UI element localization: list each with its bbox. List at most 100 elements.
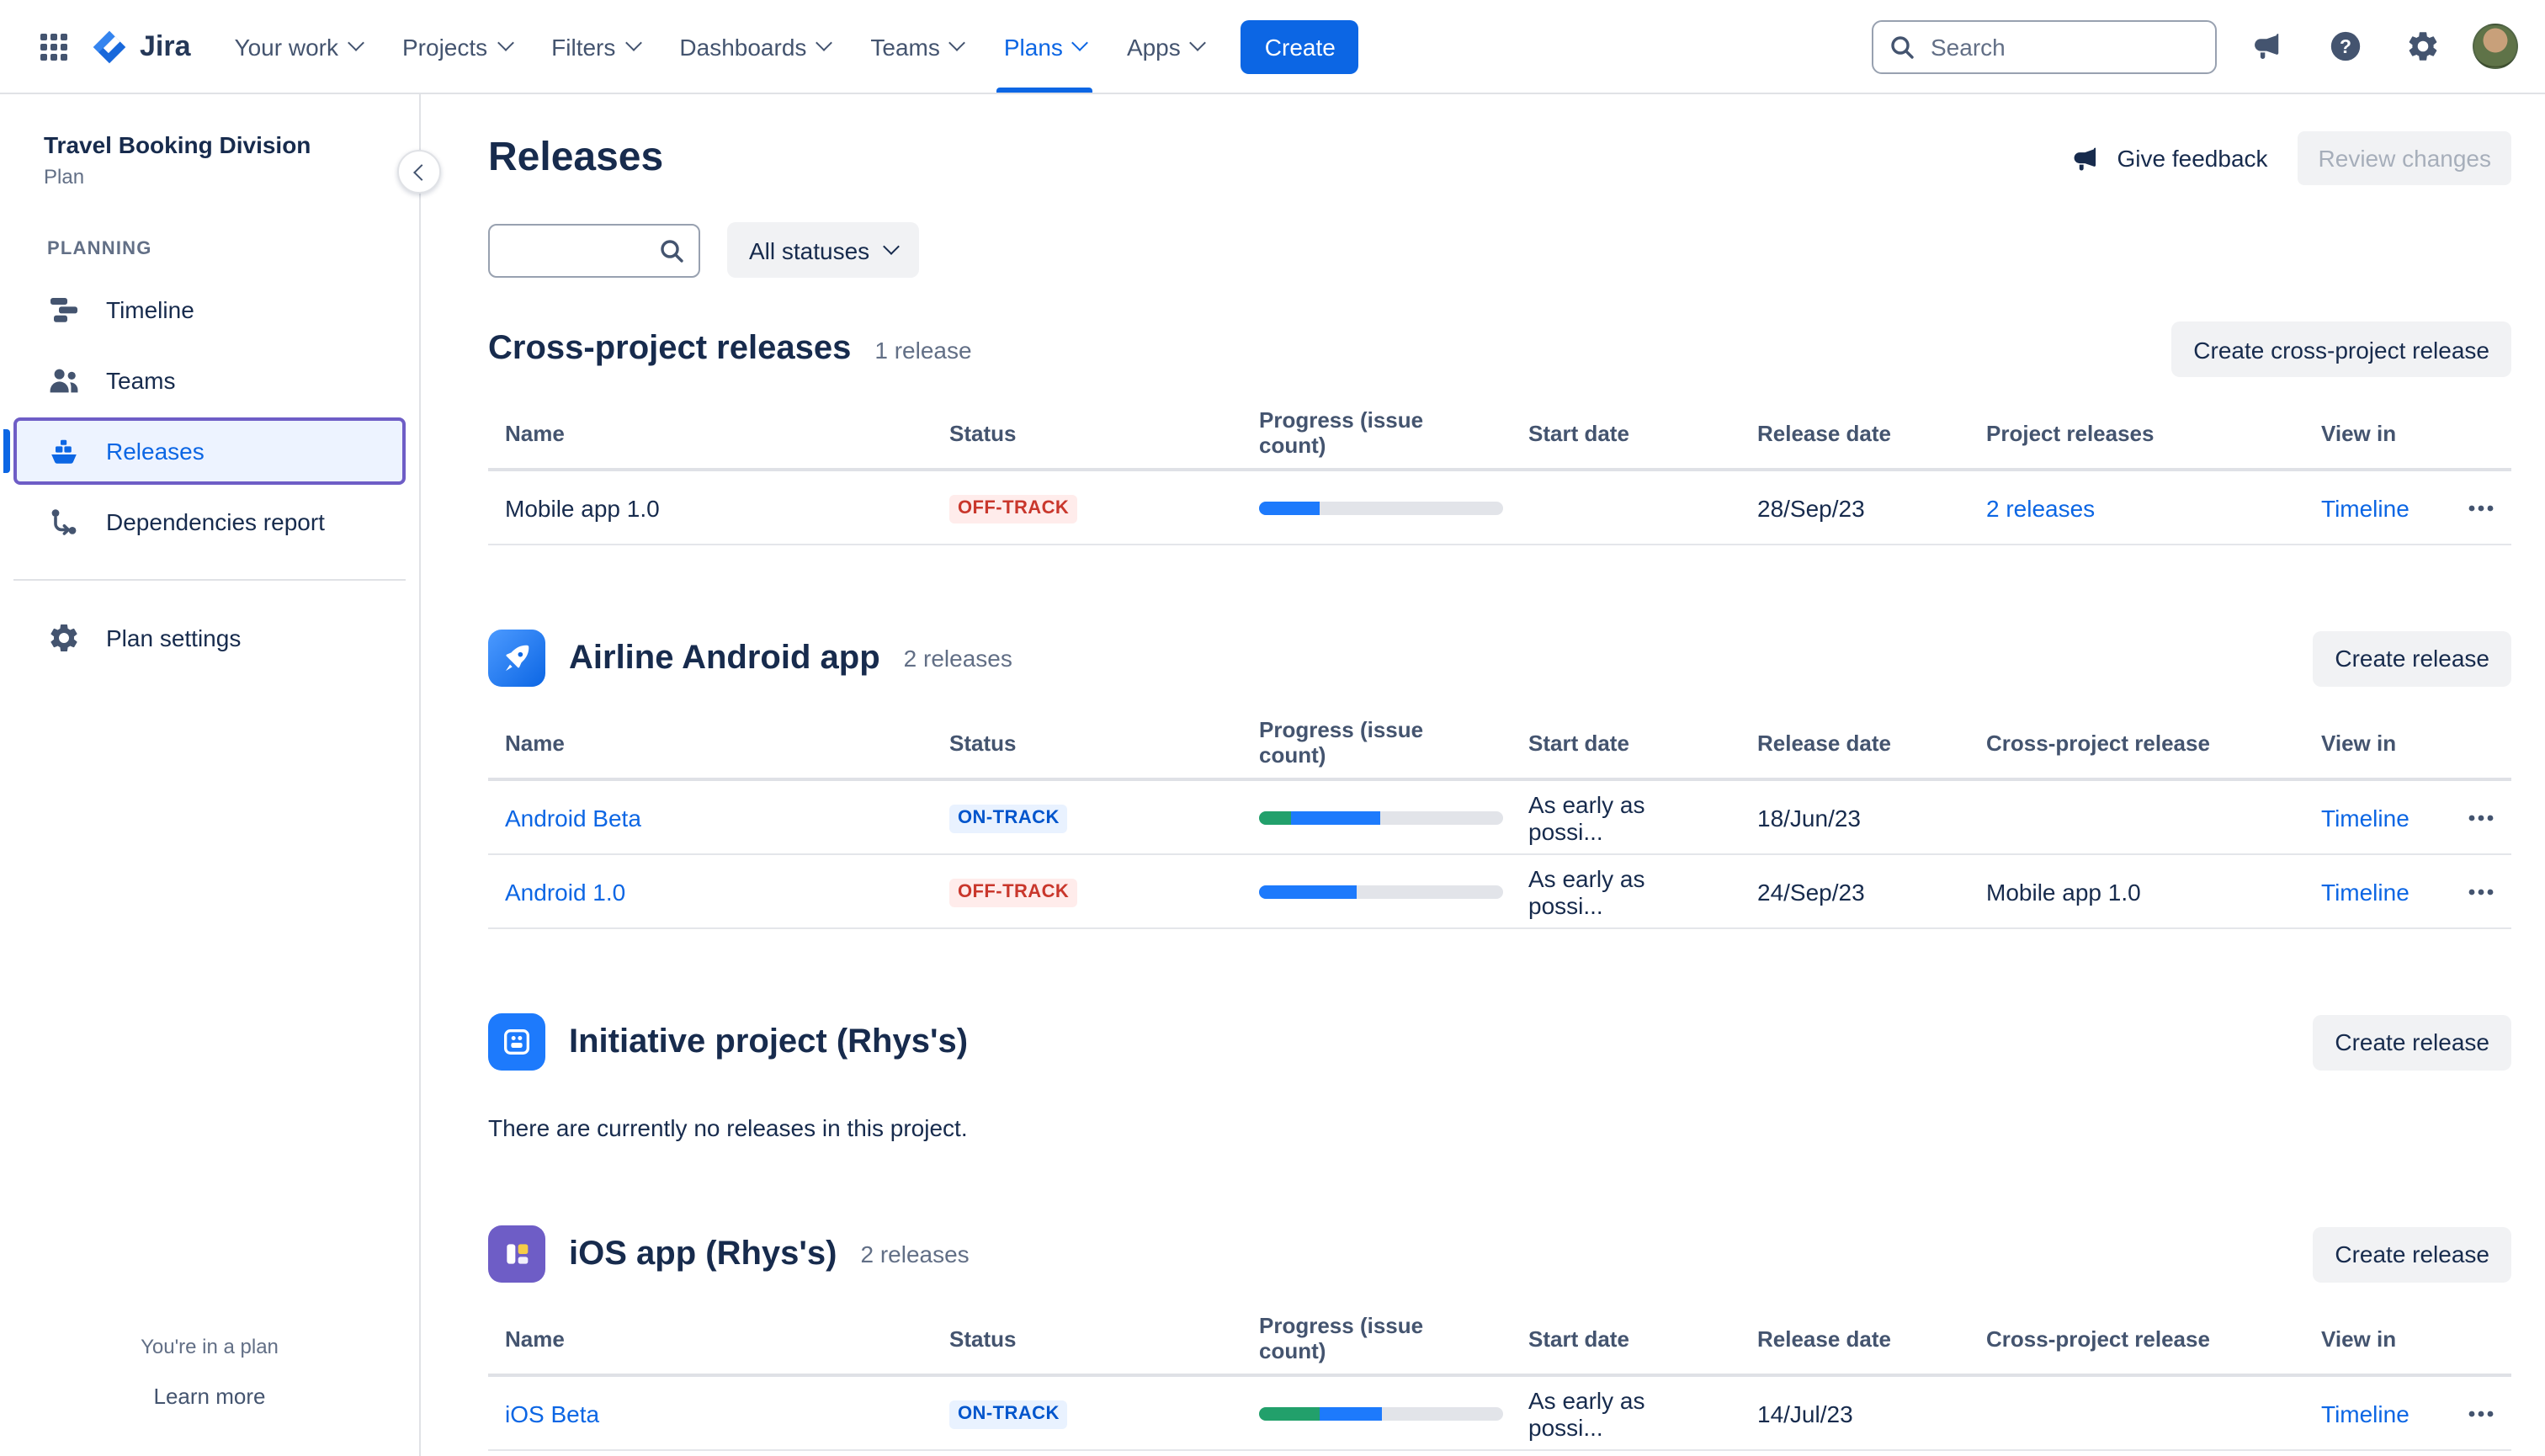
nav-item-plans[interactable]: Plans: [984, 0, 1107, 93]
releases-table: Name Status Progress (issue count) Start…: [488, 1313, 2511, 1456]
project-releases-link[interactable]: 2 releases: [1986, 494, 2096, 521]
release-date-cell: 28/Sep/23: [1757, 494, 1865, 521]
release-date-cell: 18/Jun/23: [1757, 804, 1861, 831]
status-lozenge: OFF-TRACK: [949, 879, 1078, 907]
create-button[interactable]: Create: [1241, 19, 1359, 73]
col-header-start-date: Start date: [1528, 420, 1629, 445]
settings-button[interactable]: [2395, 19, 2449, 73]
col-header-start-date: Start date: [1528, 730, 1629, 755]
view-in-timeline-link[interactable]: Timeline: [2321, 878, 2410, 905]
row-menu-button[interactable]: [2454, 864, 2508, 918]
search-input[interactable]: [1872, 19, 2217, 73]
release-search-input[interactable]: [488, 223, 700, 277]
col-header-cross-project-release: Cross-project release: [1986, 730, 2210, 755]
nav-item-filters[interactable]: Filters: [531, 0, 659, 93]
page-header: Releases Give feedback Review changes: [488, 131, 2511, 185]
cross-project-release-cell: Mobile app 1.0: [1986, 878, 2141, 905]
col-header-release-date: Release date: [1757, 730, 1891, 755]
row-menu-button[interactable]: [2454, 790, 2508, 844]
table-header-row: Name Status Progress (issue count) Start…: [488, 407, 2511, 471]
nav-item-teams[interactable]: Teams: [850, 0, 983, 93]
table-row: Android 1.0 OFF-TRACK As early as possi.…: [488, 855, 2511, 929]
primary-nav: Your work Projects Filters Dashboards Te…: [215, 0, 1225, 93]
create-release-button[interactable]: Create release: [2313, 1226, 2511, 1282]
sidebar-collapse-button[interactable]: [397, 150, 441, 194]
section-airline-android-app: Airline Android app 2 releases Create re…: [488, 630, 2511, 929]
sidebar-item-plan-settings[interactable]: Plan settings: [13, 604, 406, 672]
sidebar-settings-nav: Plan settings: [0, 604, 419, 672]
col-header-name: Name: [505, 730, 565, 755]
ellipsis-icon: [2466, 1398, 2496, 1428]
ship-icon: [47, 434, 81, 468]
sidebar-item-label: Dependencies report: [106, 508, 325, 535]
jira-brand[interactable]: Jira: [81, 28, 215, 65]
give-feedback-button[interactable]: Give feedback: [2070, 142, 2268, 174]
help-button[interactable]: ?: [2318, 19, 2372, 73]
release-name-link[interactable]: iOS Beta: [505, 1400, 600, 1427]
release-date-cell: 14/Jul/23: [1757, 1400, 1853, 1427]
megaphone-icon: [2250, 29, 2285, 64]
release-name[interactable]: Mobile app 1.0: [505, 494, 660, 521]
nav-item-dashboards[interactable]: Dashboards: [659, 0, 850, 93]
app-switcher-button[interactable]: [27, 19, 81, 73]
col-header-view-in: View in: [2321, 1326, 2397, 1351]
question-circle-icon: ?: [2327, 29, 2362, 64]
user-avatar[interactable]: [2473, 24, 2518, 69]
review-changes-button[interactable]: Review changes: [2298, 131, 2511, 185]
page-title: Releases: [488, 135, 664, 180]
gear-icon: [47, 621, 81, 655]
create-release-button[interactable]: Create release: [2313, 1014, 2511, 1070]
nav-item-projects[interactable]: Projects: [382, 0, 531, 93]
col-header-progress: Progress (issue count): [1259, 1313, 1424, 1363]
project-avatar-blocks: [488, 1225, 545, 1283]
empty-releases-message: There are currently no releases in this …: [488, 1114, 968, 1141]
view-in-timeline-link[interactable]: Timeline: [2321, 1400, 2410, 1427]
release-name-link[interactable]: Android 1.0: [505, 878, 626, 905]
app-switcher-grid-icon: [37, 29, 71, 63]
row-menu-button[interactable]: [2454, 481, 2508, 534]
col-header-name: Name: [505, 1326, 565, 1351]
create-release-button[interactable]: Create release: [2313, 630, 2511, 686]
releases-table: Name Status Progress (issue count) Start…: [488, 717, 2511, 929]
section-title: iOS app (Rhys's): [569, 1235, 837, 1272]
status-lozenge: OFF-TRACK: [949, 495, 1078, 523]
sidebar-item-label: Timeline: [106, 296, 194, 323]
row-menu-button[interactable]: [2454, 1386, 2508, 1440]
svg-text:?: ?: [2339, 35, 2351, 57]
table-row: Mobile app 1.0 OFF-TRACK 28/Sep/23 2 rel…: [488, 471, 2511, 545]
start-date-cell: As early as possi...: [1528, 790, 1645, 844]
progress-fill-blue: [1290, 810, 1381, 824]
nav-item-apps[interactable]: Apps: [1107, 0, 1225, 93]
sidebar-item-teams[interactable]: Teams: [13, 347, 406, 414]
release-name-link[interactable]: Android Beta: [505, 804, 641, 831]
sidebar-nav: Timeline Teams: [0, 276, 419, 555]
section-release-count: 2 releases: [903, 645, 1012, 672]
sidebar-item-releases[interactable]: Releases: [13, 417, 406, 485]
sidebar-item-dependencies-report[interactable]: Dependencies report: [13, 488, 406, 555]
planning-section-label: PLANNING: [47, 239, 152, 259]
table-row: Android Beta ON-TRACK As early as possi.…: [488, 781, 2511, 855]
table-row: iOS Beta ON-TRACK As early as possi... 1…: [488, 1377, 2511, 1451]
create-cross-project-release-button[interactable]: Create cross-project release: [2171, 321, 2511, 377]
gear-icon: [2404, 29, 2440, 64]
col-header-status: Status: [949, 730, 1017, 755]
learn-more-link[interactable]: Learn more: [153, 1384, 266, 1409]
col-header-actions: [2437, 433, 2511, 443]
plan-sidebar: Travel Booking Division Plan PLANNING: [0, 94, 441, 1456]
progress-bar: [1259, 810, 1503, 824]
status-lozenge: ON-TRACK: [949, 805, 1068, 833]
nav-item-your-work[interactable]: Your work: [215, 0, 383, 93]
col-header-actions: [2437, 1338, 2511, 1348]
plan-header: Travel Booking Division Plan: [0, 131, 419, 189]
section-title: Initiative project (Rhys's): [569, 1023, 969, 1060]
view-in-timeline-link[interactable]: Timeline: [2321, 804, 2410, 831]
status-filter-dropdown[interactable]: All statuses: [727, 222, 919, 278]
view-in-timeline-link[interactable]: Timeline: [2321, 494, 2410, 521]
section-cross-project-releases: Cross-project releases 1 release Create …: [488, 321, 2511, 545]
sidebar-item-timeline[interactable]: Timeline: [13, 276, 406, 343]
dependencies-icon: [47, 505, 81, 539]
col-header-project-releases: Project releases: [1986, 420, 2154, 445]
notifications-button[interactable]: [2240, 19, 2294, 73]
plan-context-note: You're in a plan: [141, 1335, 279, 1358]
project-avatar-board: [488, 1013, 545, 1071]
